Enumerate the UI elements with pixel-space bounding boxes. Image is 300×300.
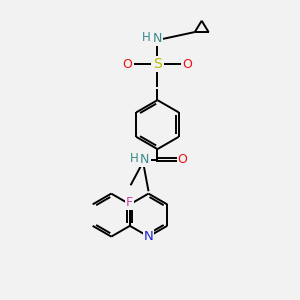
Text: S: S	[153, 57, 162, 71]
Text: O: O	[178, 153, 188, 166]
Text: O: O	[123, 58, 133, 70]
Text: O: O	[182, 58, 192, 70]
Text: H: H	[142, 31, 151, 44]
Text: N: N	[153, 32, 162, 45]
Text: N: N	[140, 153, 150, 166]
Text: H: H	[130, 152, 139, 165]
Text: F: F	[126, 196, 133, 209]
Text: N: N	[144, 230, 153, 243]
